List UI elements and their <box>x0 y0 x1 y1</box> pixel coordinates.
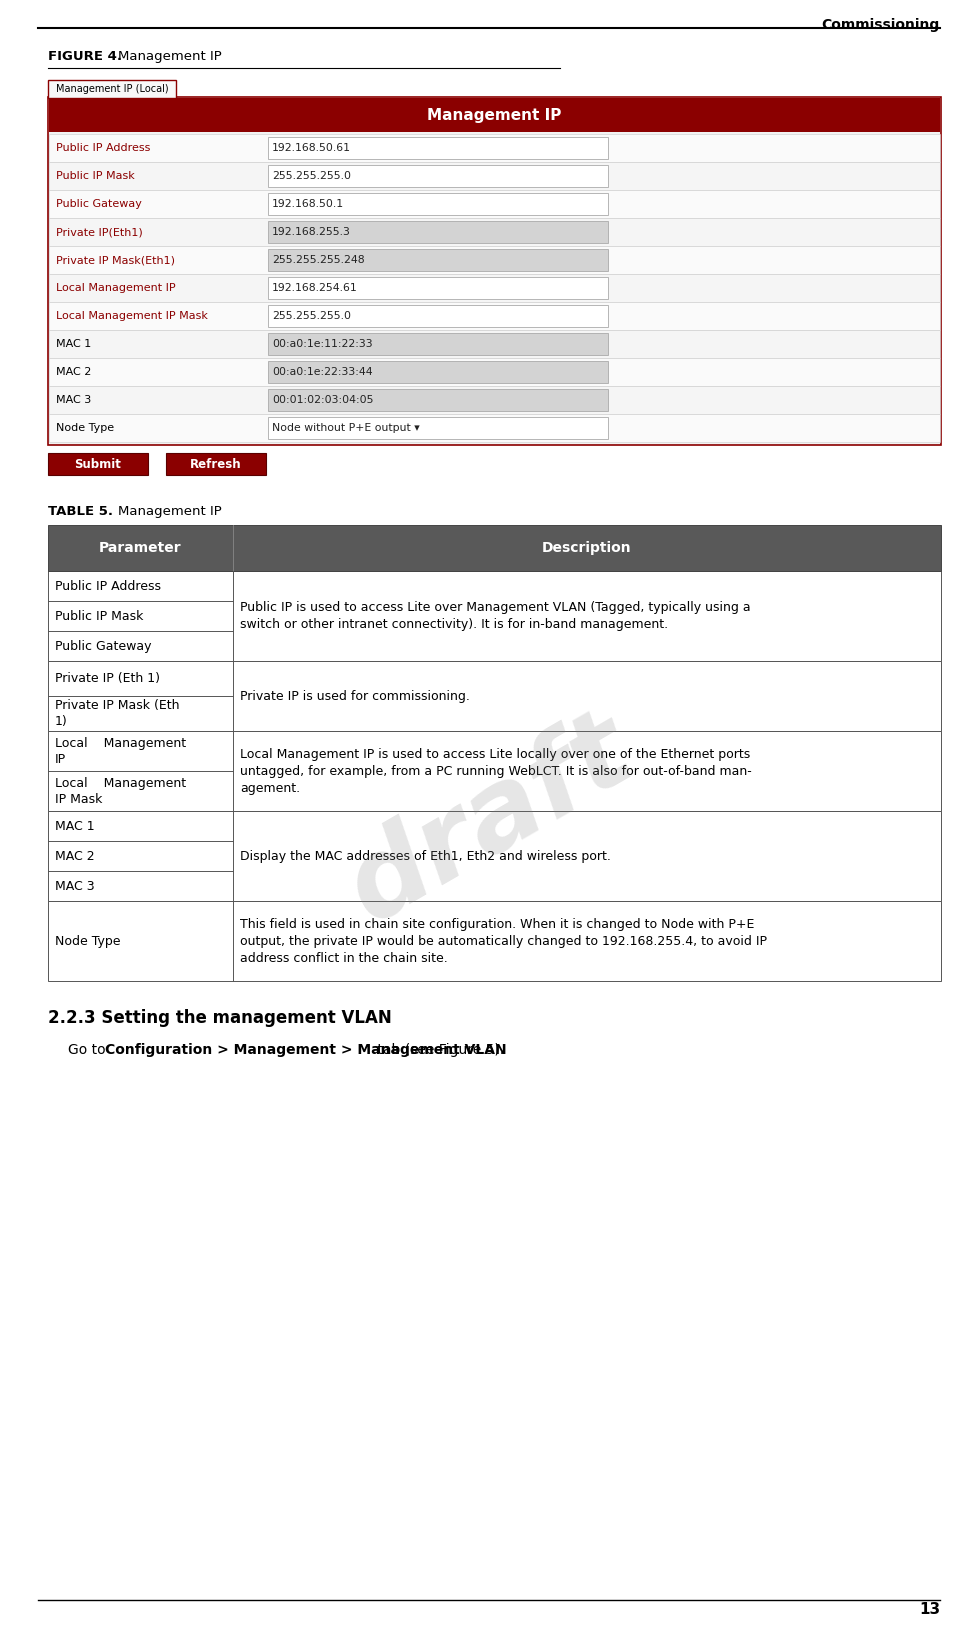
Text: Public IP Address: Public IP Address <box>55 579 160 592</box>
Text: Configuration > Management > Management VLAN: Configuration > Management > Management … <box>105 1043 506 1058</box>
Text: MAC 1: MAC 1 <box>55 820 95 833</box>
Bar <box>49 358 939 386</box>
Text: 192.168.50.61: 192.168.50.61 <box>272 143 351 153</box>
Text: TABLE 5.: TABLE 5. <box>48 504 112 517</box>
Text: 2.2.3 Setting the management VLAN: 2.2.3 Setting the management VLAN <box>48 1009 391 1027</box>
Text: Commissioning: Commissioning <box>821 18 939 33</box>
Bar <box>48 98 940 446</box>
Text: Description: Description <box>542 542 631 555</box>
Text: 192.168.50.1: 192.168.50.1 <box>272 198 344 208</box>
Text: Public Gateway: Public Gateway <box>56 198 142 208</box>
Text: Private IP (Eth 1): Private IP (Eth 1) <box>55 672 159 685</box>
Bar <box>49 246 939 273</box>
Bar <box>49 273 939 303</box>
Text: 255.255.255.0: 255.255.255.0 <box>272 311 351 321</box>
Bar <box>268 334 607 355</box>
Bar <box>49 218 939 246</box>
Text: Go to: Go to <box>67 1043 110 1058</box>
Text: Private IP Mask (Eth
1): Private IP Mask (Eth 1) <box>55 700 179 727</box>
Text: Node Type: Node Type <box>56 423 114 433</box>
Bar <box>48 661 940 731</box>
Text: MAC 2: MAC 2 <box>56 368 91 377</box>
Bar <box>49 330 939 358</box>
Text: Public IP Mask: Public IP Mask <box>55 610 143 623</box>
Text: Local    Management
IP: Local Management IP <box>55 737 186 765</box>
Text: Refresh: Refresh <box>190 457 242 470</box>
Text: Node Type: Node Type <box>55 934 120 947</box>
Text: Public IP Mask: Public IP Mask <box>56 171 135 181</box>
Text: Private IP Mask(Eth1): Private IP Mask(Eth1) <box>56 255 175 265</box>
Text: Public IP is used to access Lite over Management VLAN (Tagged, typically using a: Public IP is used to access Lite over Ma… <box>240 600 750 631</box>
Text: Public Gateway: Public Gateway <box>55 639 152 652</box>
Text: Management IP: Management IP <box>118 50 222 63</box>
Text: MAC 2: MAC 2 <box>55 849 95 862</box>
Bar <box>268 194 607 215</box>
Text: 255.255.255.0: 255.255.255.0 <box>272 171 351 181</box>
Text: Local Management IP: Local Management IP <box>56 283 175 293</box>
Bar <box>48 810 940 901</box>
Bar <box>48 526 940 571</box>
Bar <box>49 413 939 443</box>
Text: 00:01:02:03:04:05: 00:01:02:03:04:05 <box>272 395 374 405</box>
Text: Parameter: Parameter <box>99 542 182 555</box>
Bar <box>49 163 939 190</box>
Text: 192.168.255.3: 192.168.255.3 <box>272 228 350 238</box>
Bar <box>166 452 266 475</box>
Bar <box>48 80 176 98</box>
Bar <box>268 389 607 412</box>
Bar <box>268 304 607 327</box>
Text: Display the MAC addresses of Eth1, Eth2 and wireless port.: Display the MAC addresses of Eth1, Eth2 … <box>240 849 610 862</box>
Bar <box>49 190 939 218</box>
Bar <box>49 98 939 132</box>
Text: draft: draft <box>329 696 650 944</box>
Text: MAC 3: MAC 3 <box>55 880 95 893</box>
Bar <box>268 164 607 187</box>
Text: Local Management IP is used to access Lite locally over one of the Ethernet port: Local Management IP is used to access Li… <box>240 747 751 794</box>
Text: Submit: Submit <box>74 457 121 470</box>
Bar <box>48 452 148 475</box>
Bar <box>48 731 940 810</box>
Text: Node without P+E output ▾: Node without P+E output ▾ <box>272 423 420 433</box>
Text: This field is used in chain site configuration. When it is changed to Node with : This field is used in chain site configu… <box>240 918 766 965</box>
Text: Private IP(Eth1): Private IP(Eth1) <box>56 228 143 238</box>
Text: tab (see Figure 5).: tab (see Figure 5). <box>373 1043 504 1058</box>
Text: Local    Management
IP Mask: Local Management IP Mask <box>55 776 186 805</box>
Text: Private IP is used for commissioning.: Private IP is used for commissioning. <box>240 690 469 703</box>
Text: FIGURE 4.: FIGURE 4. <box>48 50 122 63</box>
Text: Public IP Address: Public IP Address <box>56 143 151 153</box>
Text: 255.255.255.248: 255.255.255.248 <box>272 255 364 265</box>
Text: 13: 13 <box>918 1603 939 1617</box>
Bar <box>268 277 607 299</box>
Bar <box>268 221 607 242</box>
Text: MAC 1: MAC 1 <box>56 338 91 350</box>
Text: Management IP: Management IP <box>426 107 561 122</box>
Bar <box>268 417 607 439</box>
Bar <box>48 901 940 981</box>
Text: Management IP (Local): Management IP (Local) <box>56 85 168 94</box>
Text: MAC 3: MAC 3 <box>56 395 91 405</box>
Text: 00:a0:1e:11:22:33: 00:a0:1e:11:22:33 <box>272 338 373 350</box>
Bar <box>49 303 939 330</box>
Text: 00:a0:1e:22:33:44: 00:a0:1e:22:33:44 <box>272 368 373 377</box>
Bar <box>268 249 607 272</box>
Bar <box>49 386 939 413</box>
Bar <box>49 133 939 163</box>
Text: Management IP: Management IP <box>118 504 222 517</box>
Bar <box>48 571 940 661</box>
Text: 192.168.254.61: 192.168.254.61 <box>272 283 357 293</box>
Bar <box>268 361 607 382</box>
Text: Local Management IP Mask: Local Management IP Mask <box>56 311 207 321</box>
Bar <box>268 137 607 159</box>
